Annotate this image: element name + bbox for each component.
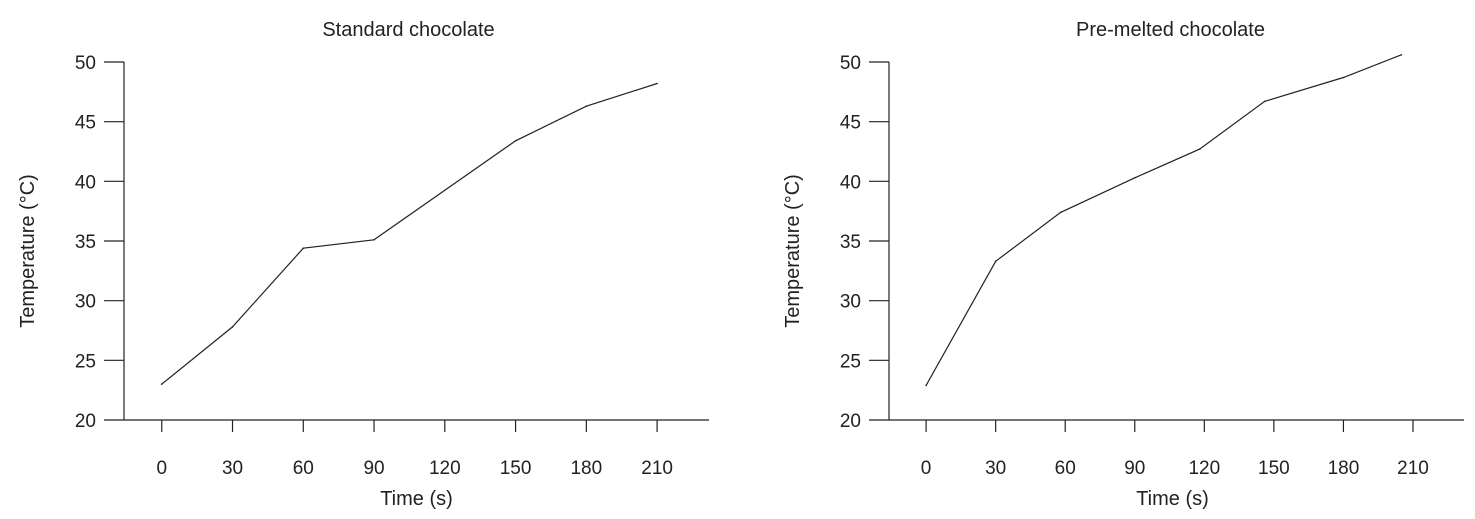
x-tick-label: 60 <box>293 458 314 479</box>
y-tick-label: 40 <box>840 172 861 193</box>
y-tick-label: 50 <box>840 53 861 74</box>
y-tick-label: 20 <box>75 411 96 432</box>
chart-title: Standard chocolate <box>322 19 494 41</box>
series-line <box>925 54 1402 386</box>
data-point <box>1342 76 1345 79</box>
data-point <box>302 247 305 249</box>
x-tick-label: 30 <box>222 458 243 479</box>
x-tick-label: 0 <box>921 458 932 479</box>
data-point <box>160 383 163 386</box>
y-tick-label: 20 <box>840 411 861 432</box>
standard-chart: Standard chocolate 20 25 30 35 40 45 50 0 30 60 90 1… <box>17 19 709 510</box>
x-tick-label: 210 <box>1397 458 1429 479</box>
x-tick-label: 30 <box>985 458 1006 479</box>
data-point <box>514 140 517 142</box>
y-tick-label: 45 <box>75 113 96 134</box>
data-point <box>373 239 375 241</box>
data-point <box>656 82 658 85</box>
x-tick-label: 180 <box>1328 458 1360 479</box>
y-tick-label: 35 <box>840 232 861 253</box>
chart-title: Pre-melted chocolate <box>1076 19 1265 41</box>
x-axis-title: Time (s) <box>380 488 453 510</box>
data-point <box>994 260 997 263</box>
series-line <box>161 82 658 385</box>
x-tick-label: 180 <box>570 458 602 479</box>
y-tick-label: 30 <box>75 292 96 313</box>
data-point <box>231 326 234 328</box>
data-point <box>1263 100 1266 103</box>
x-axis-title: Time (s) <box>1136 488 1209 510</box>
data-point <box>1134 177 1136 179</box>
x-tick-label: 60 <box>1055 458 1076 479</box>
data-point <box>925 384 927 387</box>
premelted-chart: Pre-melted chocolate 20 25 30 35 40 45 50 0 30 60 9… <box>782 19 1464 510</box>
x-tick-label: 90 <box>1124 458 1145 479</box>
x-tick-label: 150 <box>500 458 532 479</box>
y-tick-label: 50 <box>75 53 96 74</box>
y-tick-label: 40 <box>75 172 96 193</box>
y-tick-label: 25 <box>75 351 96 372</box>
x-tick-label: 120 <box>1188 458 1220 479</box>
data-point <box>585 105 588 107</box>
x-tick-label: 150 <box>1258 458 1290 479</box>
data-point <box>1400 54 1403 56</box>
y-tick-label: 30 <box>840 292 861 313</box>
y-tick-label: 35 <box>75 232 96 253</box>
x-tick-label: 0 <box>156 458 167 479</box>
y-tick-label: 45 <box>840 113 861 134</box>
y-axis-title: Temperature (°C) <box>17 174 39 328</box>
data-point <box>1198 148 1201 150</box>
x-tick-label: 210 <box>641 458 673 479</box>
x-tick-label: 120 <box>429 458 461 479</box>
y-tick-label: 25 <box>840 351 861 372</box>
data-point <box>1059 211 1062 214</box>
y-axis-title: Temperature (°C) <box>782 174 804 328</box>
x-tick-label: 90 <box>363 458 384 479</box>
